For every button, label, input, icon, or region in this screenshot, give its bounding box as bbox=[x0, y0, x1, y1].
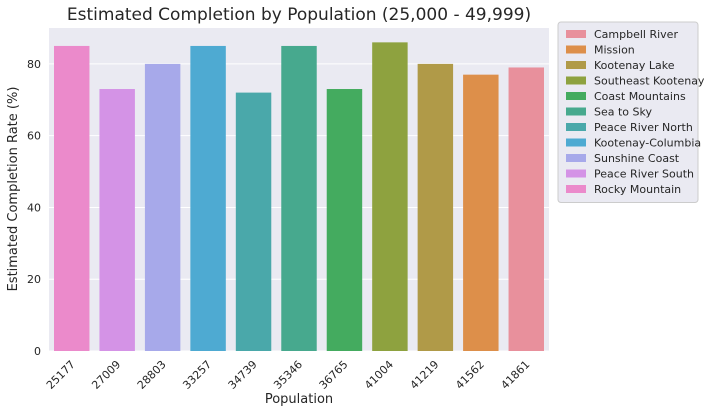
legend-swatch bbox=[566, 185, 586, 193]
x-tick-label: 41219 bbox=[408, 358, 442, 392]
bars bbox=[54, 42, 544, 352]
legend-label: Coast Mountains bbox=[594, 90, 686, 103]
bar bbox=[190, 45, 226, 351]
y-tick-label: 40 bbox=[27, 201, 41, 214]
y-tick-labels: 0 20 40 60 80 bbox=[27, 58, 41, 358]
bar bbox=[54, 45, 90, 351]
legend-swatch bbox=[566, 123, 586, 131]
x-tick-label: 41861 bbox=[498, 358, 532, 392]
x-tick-label: 27009 bbox=[89, 358, 123, 392]
legend-swatch bbox=[566, 138, 586, 147]
y-axis-label: Estimated Completion Rate (%) bbox=[6, 87, 21, 292]
legend-label: Kootenay-Columbia bbox=[594, 137, 701, 150]
x-axis-label: Population bbox=[265, 392, 333, 407]
bar bbox=[281, 45, 317, 351]
legend-swatch bbox=[566, 154, 586, 162]
bar bbox=[235, 92, 272, 351]
legend-label: Campbell River bbox=[594, 28, 678, 41]
legend-label: Peace River North bbox=[594, 121, 693, 134]
legend: Campbell River Mission Kootenay Lake Southe… bbox=[557, 21, 705, 203]
legend-label: Peace River South bbox=[594, 168, 694, 181]
bar bbox=[372, 42, 408, 351]
legend-frame bbox=[557, 21, 699, 203]
bar bbox=[144, 63, 181, 352]
x-tick-label: 36765 bbox=[317, 358, 351, 392]
legend-swatch bbox=[566, 61, 586, 69]
x-tick-label: 35346 bbox=[271, 358, 305, 392]
legend-label: Sunshine Coast bbox=[594, 152, 680, 165]
x-tick-label: 28803 bbox=[135, 358, 169, 392]
chart-title: Estimated Completion by Population (25,0… bbox=[67, 5, 531, 25]
legend-swatch bbox=[566, 92, 586, 100]
legend-label: Kootenay Lake bbox=[594, 59, 675, 72]
x-tick-label: 41004 bbox=[362, 358, 396, 392]
x-tick-labels: 25177 27009 28803 33257 34739 35346 36765 41004… bbox=[44, 358, 532, 392]
x-tick-label: 34739 bbox=[226, 358, 260, 392]
legend-label: Rocky Mountain bbox=[594, 183, 681, 196]
bar bbox=[417, 63, 454, 352]
x-tick-label: 25177 bbox=[44, 358, 78, 392]
legend-swatch bbox=[566, 107, 586, 116]
x-tick-label: 33257 bbox=[180, 358, 214, 392]
y-tick-label: 20 bbox=[27, 273, 41, 286]
legend-swatch bbox=[566, 30, 586, 38]
y-tick-label: 0 bbox=[34, 345, 41, 358]
bar bbox=[463, 74, 499, 352]
y-tick-label: 80 bbox=[27, 58, 41, 71]
x-tick-label: 41562 bbox=[453, 358, 487, 392]
legend-swatch bbox=[566, 169, 586, 178]
bar bbox=[508, 67, 544, 351]
legend-swatch bbox=[566, 76, 586, 85]
legend-label: Sea to Sky bbox=[594, 106, 652, 119]
bar bbox=[326, 89, 363, 351]
legend-swatch bbox=[566, 45, 586, 54]
legend-label: Southeast Kootenay bbox=[594, 75, 705, 88]
legend-label: Mission bbox=[594, 44, 635, 57]
y-tick-label: 60 bbox=[27, 130, 41, 143]
bar bbox=[99, 89, 135, 351]
